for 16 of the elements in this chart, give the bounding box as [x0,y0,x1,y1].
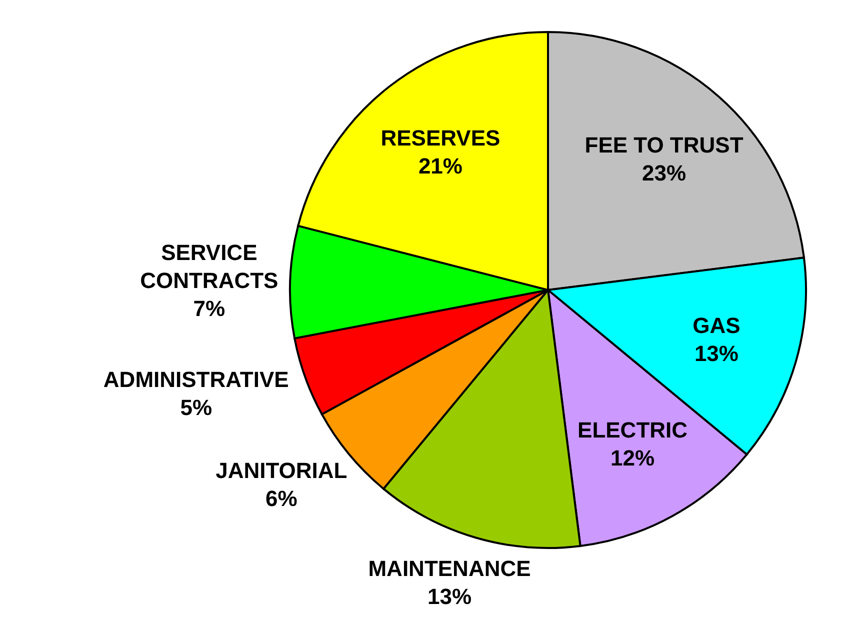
data-label: 23% [642,160,686,185]
slice-label: FEE TO TRUST [584,132,744,157]
slice-label: ADMINISTRATIVE [103,366,289,392]
data-label: 7% [193,296,226,321]
data-label: 6% [266,485,298,510]
slice-label: RESERVES [380,124,500,150]
slice-label: MAINTENANCE [368,555,531,580]
slice-label: JANITORIAL [216,457,348,482]
slice-label: SERVICE CONTRACTS [140,240,278,293]
slice-label: ELECTRIC [578,417,688,442]
data-label: 13% [694,340,738,366]
data-label: 12% [610,445,655,470]
data-label: 13% [427,583,472,608]
data-label: 5% [180,394,212,420]
slice-label: GAS [692,312,740,338]
data-label: 21% [418,152,462,178]
